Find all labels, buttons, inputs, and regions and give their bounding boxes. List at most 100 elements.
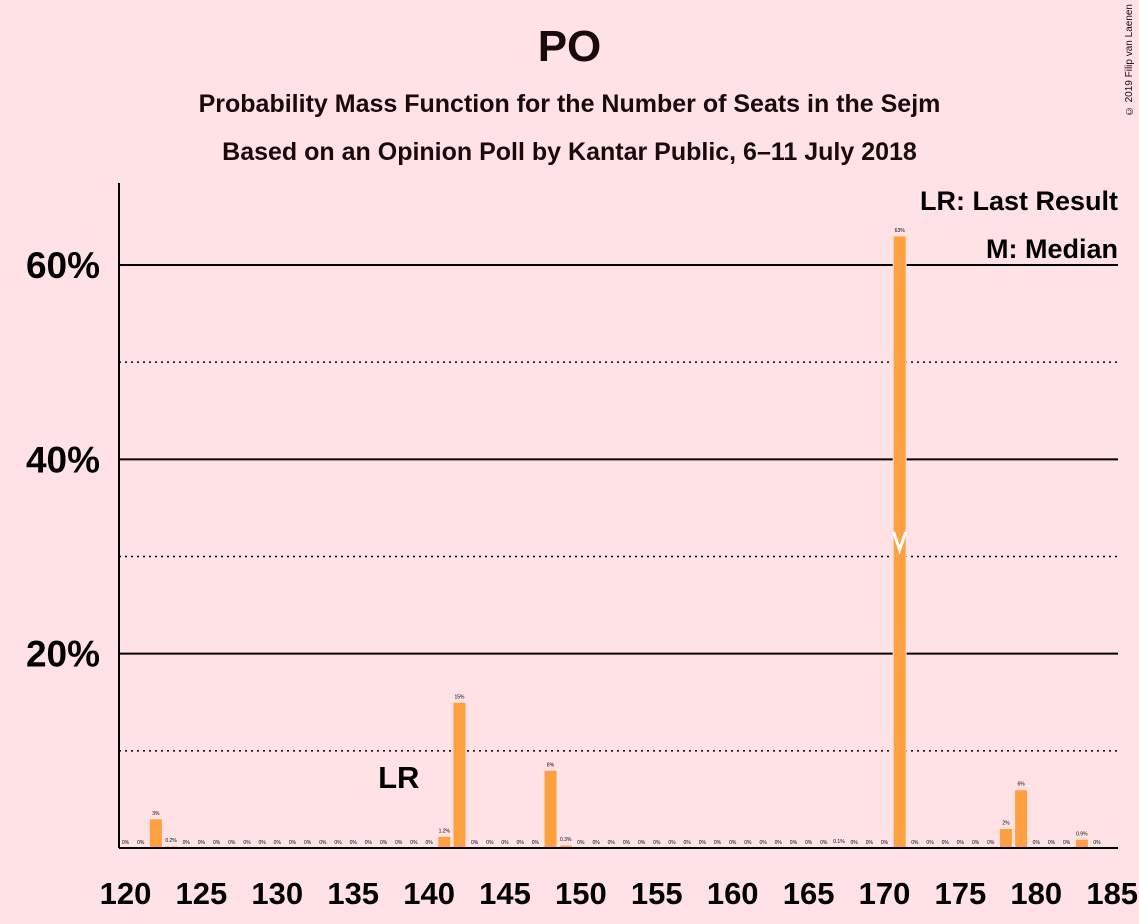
y-tick-label: 60% xyxy=(26,245,100,286)
chart-source: Based on an Opinion Poll by Kantar Publi… xyxy=(222,138,917,166)
value-label-160: 0% xyxy=(729,840,737,846)
y-ticks: 20% 40% 60% xyxy=(26,245,100,675)
value-label-137: 0% xyxy=(380,840,388,846)
value-label-143: 0% xyxy=(471,840,479,846)
value-label-147: 0% xyxy=(532,840,540,846)
value-label-129: 0% xyxy=(259,840,267,846)
value-label-167: 0.1% xyxy=(833,839,845,845)
value-label-156: 0% xyxy=(668,840,676,846)
x-tick-label: 155 xyxy=(631,876,683,911)
bar-142 xyxy=(452,701,467,849)
value-label-132: 0% xyxy=(304,840,312,846)
chart-subtitle: Probability Mass Function for the Number… xyxy=(198,90,941,118)
value-label-144: 0% xyxy=(486,840,494,846)
value-label-133: 0% xyxy=(319,840,327,846)
value-label-126: 0% xyxy=(213,840,221,846)
value-label-163: 0% xyxy=(775,840,783,846)
x-tick-label: 170 xyxy=(859,876,911,911)
x-tick-label: 165 xyxy=(783,876,835,911)
x-tick-label: 150 xyxy=(555,876,607,911)
value-label-128: 0% xyxy=(243,840,251,846)
value-label-179: 6% xyxy=(1018,782,1026,788)
value-label-170: 0% xyxy=(881,840,889,846)
value-label-174: 0% xyxy=(942,840,950,846)
axes xyxy=(118,183,1118,849)
value-label-178: 2% xyxy=(1002,821,1010,827)
value-label-168: 0% xyxy=(851,840,859,846)
value-label-131: 0% xyxy=(289,840,297,846)
value-label-184: 0% xyxy=(1093,840,1101,846)
bar-148 xyxy=(543,769,558,849)
x-ticks: 120 125 130 135 140 145 150 155 160 165 170 175 180 1… xyxy=(100,876,1138,911)
x-tick-label: 120 xyxy=(100,876,152,911)
x-tick-label: 160 xyxy=(707,876,759,911)
value-label-130: 0% xyxy=(274,840,282,846)
value-label-145: 0% xyxy=(501,840,509,846)
value-label-173: 0% xyxy=(926,840,934,846)
value-label-124: 0% xyxy=(183,840,191,846)
value-label-172: 0% xyxy=(911,840,919,846)
value-label-182: 0% xyxy=(1063,840,1071,846)
value-label-159: 0% xyxy=(714,840,722,846)
value-label-121: 0% xyxy=(137,840,145,846)
value-label-149: 0.3% xyxy=(560,837,572,843)
value-label-181: 0% xyxy=(1048,840,1056,846)
value-label-176: 0% xyxy=(972,840,980,846)
y-tick-label: 40% xyxy=(26,439,100,480)
value-label-162: 0% xyxy=(759,840,767,846)
value-label-148: 8% xyxy=(547,762,555,768)
value-label-138: 0% xyxy=(395,840,403,846)
median-marker xyxy=(892,531,908,555)
bar-171 xyxy=(892,235,907,849)
value-label-120: 0% xyxy=(122,840,130,846)
x-tick-label: 135 xyxy=(327,876,379,911)
value-label-166: 0% xyxy=(820,840,828,846)
last-result-marker: LR xyxy=(378,760,419,795)
bar-122 xyxy=(148,818,163,849)
x-tick-label: 185 xyxy=(1086,876,1138,911)
value-label-165: 0% xyxy=(805,840,813,846)
value-label-136: 0% xyxy=(365,840,373,846)
value-labels: 0% 0% 3% 0.2% 0% 0% 0% 0% 0% 0% 0% 0% 0% 0% 0% 0% 0% 0% 0%… xyxy=(122,228,1101,846)
value-label-153: 0% xyxy=(623,840,631,846)
value-label-146: 0% xyxy=(517,840,525,846)
value-label-142: 15% xyxy=(454,694,465,700)
x-tick-label: 140 xyxy=(403,876,455,911)
value-label-177: 0% xyxy=(987,840,995,846)
value-label-180: 0% xyxy=(1033,840,1041,846)
value-label-150: 0% xyxy=(577,840,585,846)
value-label-127: 0% xyxy=(228,840,236,846)
value-label-155: 0% xyxy=(653,840,661,846)
value-label-135: 0% xyxy=(350,840,358,846)
grid-lines xyxy=(119,264,1118,752)
legend-median: M: Median xyxy=(986,234,1118,264)
value-label-164: 0% xyxy=(790,840,798,846)
value-label-123: 0.2% xyxy=(165,838,177,844)
value-label-175: 0% xyxy=(957,840,965,846)
value-label-151: 0% xyxy=(592,840,600,846)
y-tick-label: 20% xyxy=(26,634,100,675)
bar-183 xyxy=(1074,838,1089,849)
value-label-140: 0% xyxy=(425,840,433,846)
legend-last-result: LR: Last Result xyxy=(920,186,1118,216)
x-tick-label: 180 xyxy=(1010,876,1062,911)
value-label-139: 0% xyxy=(410,840,418,846)
value-label-161: 0% xyxy=(744,840,752,846)
value-label-171: 63% xyxy=(895,228,906,234)
chart-title: PO xyxy=(537,22,602,71)
value-label-158: 0% xyxy=(699,840,707,846)
value-label-141: 1.2% xyxy=(439,828,451,834)
bars xyxy=(148,235,1089,849)
value-label-125: 0% xyxy=(198,840,206,846)
bar-178 xyxy=(998,828,1013,849)
value-label-152: 0% xyxy=(608,840,616,846)
x-tick-label: 125 xyxy=(176,876,228,911)
bar-141 xyxy=(437,835,452,849)
x-tick-label: 130 xyxy=(251,876,303,911)
value-label-183: 0.9% xyxy=(1076,831,1088,837)
x-tick-label: 175 xyxy=(935,876,987,911)
bar-179 xyxy=(1014,789,1029,849)
value-label-134: 0% xyxy=(334,840,342,846)
value-label-122: 3% xyxy=(152,811,160,817)
